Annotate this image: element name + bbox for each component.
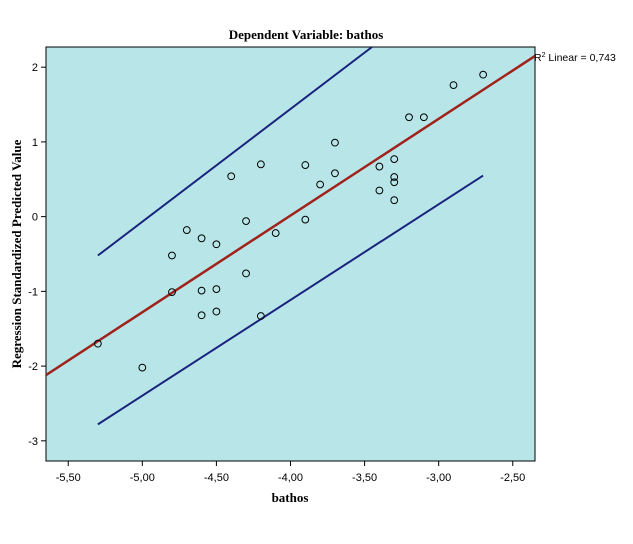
data-point-6 xyxy=(197,286,206,295)
data-point-23 xyxy=(375,186,384,195)
y-tick-label-0: 2 xyxy=(32,62,38,74)
data-point-27 xyxy=(390,196,399,205)
x-tick-label-0: -5,50 xyxy=(56,472,81,484)
data-point-9 xyxy=(212,285,221,294)
data-point-25 xyxy=(390,173,399,181)
data-point-1 xyxy=(138,363,147,372)
data-point-15 xyxy=(256,312,265,320)
data-point-20 xyxy=(331,138,339,147)
data-point-16 xyxy=(271,229,280,237)
data-point-29 xyxy=(419,113,428,122)
x-tick-label-5: -3,00 xyxy=(426,472,451,484)
data-point-8 xyxy=(212,240,221,249)
y-axis-label: Regression Standardized Predicted Value xyxy=(9,139,24,368)
ci-upper-line xyxy=(97,47,373,257)
x-tick-label-1: -5,00 xyxy=(130,472,155,484)
data-point-19 xyxy=(316,180,325,189)
data-point-26 xyxy=(390,178,399,187)
y-tick-label-2: 0 xyxy=(32,212,38,224)
data-point-10 xyxy=(212,307,221,316)
x-tick-label-2: -4,50 xyxy=(204,472,229,484)
data-point-24 xyxy=(390,155,399,163)
y-tick-label-3: -1 xyxy=(28,286,38,298)
data-point-31 xyxy=(479,70,488,79)
x-axis-label: bathos xyxy=(272,490,309,505)
data-point-5 xyxy=(197,234,206,243)
data-point-13 xyxy=(242,269,250,278)
x-tick-label-4: -3,50 xyxy=(352,472,377,484)
plot-area xyxy=(45,46,536,462)
data-point-18 xyxy=(301,215,310,224)
fit-line-label-text: Linear = 0,743 xyxy=(546,52,617,64)
data-point-14 xyxy=(256,160,265,169)
chart-title: Dependent Variable: bathos xyxy=(229,27,384,42)
data-point-2 xyxy=(168,251,176,260)
data-point-30 xyxy=(449,81,458,90)
ci-lower-line xyxy=(97,174,484,426)
fit-line-label-prefix: R xyxy=(534,52,542,64)
x-tick-label-6: -2,50 xyxy=(500,472,525,484)
x-tick-label-3: -4,00 xyxy=(278,472,303,484)
data-point-21 xyxy=(331,169,339,178)
fit-line xyxy=(46,54,535,377)
data-point-22 xyxy=(375,162,384,171)
fit-line-label: R2 Linear = 0,743 xyxy=(534,52,616,64)
y-tick-label-1: 1 xyxy=(32,137,38,149)
data-point-7 xyxy=(197,311,206,320)
data-point-3 xyxy=(168,288,176,297)
data-point-0 xyxy=(93,339,102,348)
y-tick-label-5: -3 xyxy=(28,436,38,448)
data-point-28 xyxy=(405,113,413,122)
data-point-11 xyxy=(227,172,236,181)
fit-line-label-sup: 2 xyxy=(542,52,546,59)
data-point-12 xyxy=(242,217,250,226)
y-tick-label-4: -2 xyxy=(28,361,38,373)
data-point-4 xyxy=(182,226,191,234)
data-point-17 xyxy=(301,161,310,169)
